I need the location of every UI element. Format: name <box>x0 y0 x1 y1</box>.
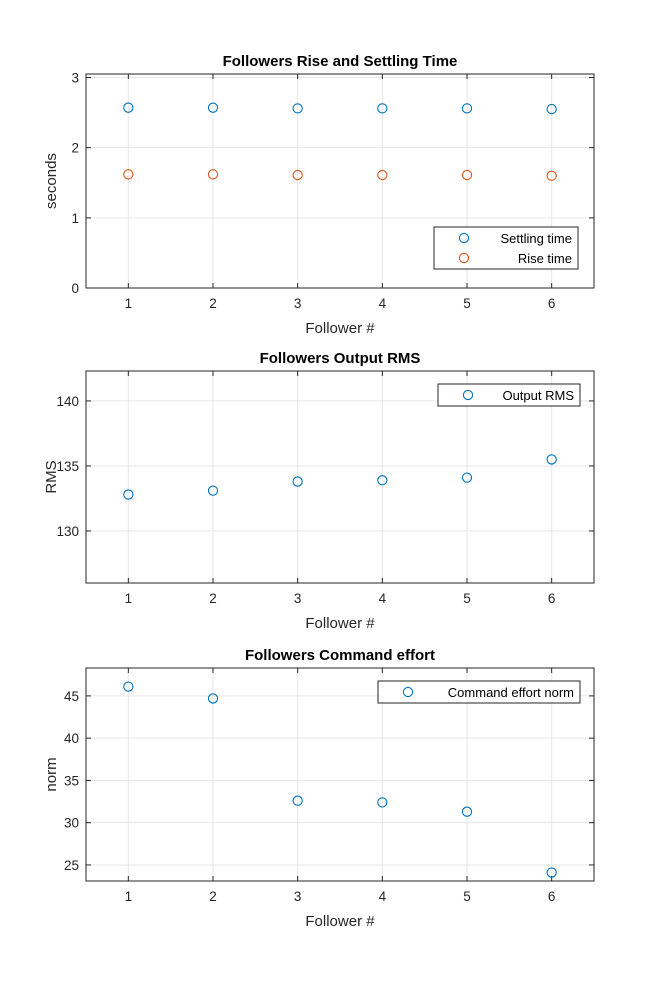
x-tick-label: 2 <box>209 296 217 311</box>
y-axis-label: seconds <box>43 153 60 209</box>
axes-box <box>85 73 595 289</box>
data-point <box>377 169 388 181</box>
legend-box <box>437 383 581 407</box>
data-point <box>292 795 303 806</box>
data-point <box>377 475 388 486</box>
data-point <box>461 103 473 114</box>
data-point <box>461 806 473 817</box>
x-tick-label: 4 <box>379 591 387 606</box>
legend: Output RMS <box>437 383 581 407</box>
y-tick-label: 40 <box>64 731 79 746</box>
y-tick-label: 45 <box>64 689 79 704</box>
x-tick-label: 1 <box>125 296 133 311</box>
axes-box <box>85 667 595 882</box>
y-axis-label: RMS <box>43 460 60 493</box>
y-tick-label: 25 <box>64 858 79 873</box>
x-tick-label: 3 <box>294 889 302 904</box>
y-tick-label: 2 <box>71 141 79 156</box>
legend-label: Settling time <box>500 231 572 246</box>
x-tick-label: 6 <box>548 296 556 311</box>
data-point <box>546 454 557 465</box>
legend: Command effort norm <box>377 680 581 704</box>
y-tick-label: 35 <box>64 773 79 788</box>
data-point <box>207 693 219 704</box>
data-point <box>292 476 303 487</box>
x-tick-label: 6 <box>548 591 556 606</box>
x-tick-label: 5 <box>463 889 471 904</box>
y-tick-label: 130 <box>56 524 79 539</box>
x-tick-label: 2 <box>209 591 217 606</box>
x-axis-label: Follower # <box>305 320 375 337</box>
data-point <box>123 169 134 180</box>
data-point <box>207 485 219 496</box>
legend-label: Rise time <box>518 251 572 266</box>
data-point <box>377 797 388 808</box>
x-tick-label: 6 <box>548 889 556 904</box>
chart-title: Followers Rise and Settling Time <box>223 53 458 70</box>
legend-label: Command effort norm <box>448 685 574 700</box>
x-tick-label: 3 <box>294 296 302 311</box>
chart-panel-1: 1 2 3 4 5 6 0 1 2 3 Followers Rise and Settling Ti… <box>43 53 595 337</box>
legend-marker <box>458 252 470 264</box>
axes-box <box>85 370 595 584</box>
data-point <box>123 489 134 500</box>
legend-box <box>377 680 581 704</box>
x-tick-label: 1 <box>125 889 133 904</box>
y-tick-label: 140 <box>56 394 79 409</box>
legend-marker <box>462 389 474 401</box>
data-point <box>207 102 219 113</box>
legend-marker <box>402 686 414 698</box>
legend: Settling time Rise time <box>433 226 579 270</box>
y-tick-label: 3 <box>71 71 79 86</box>
x-axis-label: Follower # <box>305 913 375 930</box>
data-point <box>123 102 134 113</box>
y-tick-label: 1 <box>71 211 79 226</box>
x-tick-label: 2 <box>209 889 217 904</box>
data-point <box>461 472 473 483</box>
data-point <box>546 170 557 181</box>
data-point <box>292 169 303 181</box>
y-tick-label: 135 <box>56 459 79 474</box>
y-tick-label: 30 <box>64 816 79 831</box>
x-tick-label: 5 <box>463 296 471 311</box>
data-point <box>546 867 557 878</box>
y-axis-label: norm <box>43 757 60 791</box>
x-axis-label: Follower # <box>305 615 375 632</box>
x-tick-label: 3 <box>294 591 302 606</box>
chart-title: Followers Output RMS <box>260 350 421 367</box>
legend-marker <box>458 232 470 244</box>
data-point <box>377 103 388 114</box>
chart-panel-2: 1 2 3 4 5 6 130 135 140 Followers Output RMS Follo… <box>43 350 595 632</box>
data-point <box>546 103 557 115</box>
y-tick-label: 0 <box>71 281 79 296</box>
x-tick-label: 5 <box>463 591 471 606</box>
data-point <box>292 103 303 114</box>
data-point <box>207 169 219 180</box>
x-tick-label: 4 <box>379 296 387 311</box>
x-tick-label: 4 <box>379 889 387 904</box>
legend-box <box>433 226 579 270</box>
data-point <box>461 169 473 181</box>
x-tick-label: 1 <box>125 591 133 606</box>
data-point <box>123 681 134 692</box>
legend-label: Output RMS <box>502 388 574 403</box>
chart-title: Followers Command effort <box>245 647 435 664</box>
